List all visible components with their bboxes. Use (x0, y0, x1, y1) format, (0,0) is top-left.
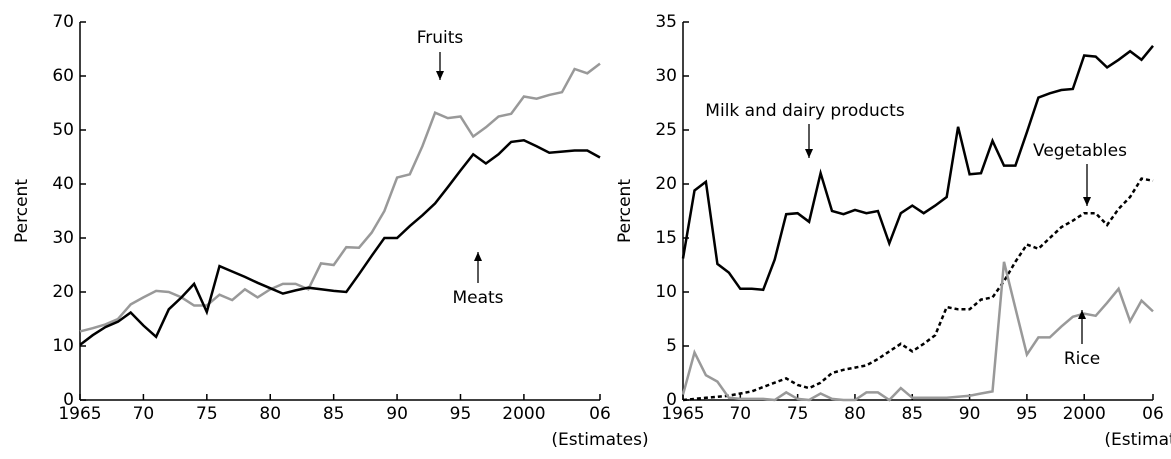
y-tick-label: 5 (666, 336, 677, 356)
y-tick-label: 60 (52, 66, 74, 86)
y-tick-label: 10 (52, 336, 74, 356)
x-tick-label: 2000 (1063, 404, 1106, 424)
x-tick-label: 90 (386, 404, 408, 424)
x-tick-label: 06 (589, 404, 611, 424)
y-tick-label: 50 (52, 120, 74, 140)
y-tick-label: 0 (666, 390, 677, 410)
y-tick-label: 20 (655, 174, 677, 194)
x-tick-label: 95 (450, 404, 472, 424)
x-tick-label: 1965 (58, 404, 101, 424)
arrow-head (474, 252, 482, 261)
x-tick-label: 80 (259, 404, 281, 424)
x-tick-label: 06 (1142, 404, 1164, 424)
y-axis-label: Percent (615, 179, 635, 243)
x-tick-label: 85 (901, 404, 923, 424)
series-line (79, 62, 601, 333)
y-tick-label: 40 (52, 174, 74, 194)
y-tick-label: 15 (655, 228, 677, 248)
arrow-head (1078, 310, 1086, 319)
x-tick-label: 85 (323, 404, 345, 424)
x-tick-label: 1965 (661, 404, 704, 424)
y-tick-label: 10 (655, 282, 677, 302)
arrow-head (1083, 197, 1091, 206)
y-tick-label: 25 (655, 120, 677, 140)
arrow-head (436, 71, 444, 80)
series-label: Rice (1064, 349, 1100, 369)
series-line (682, 177, 1154, 402)
x-tick-label: 95 (1016, 404, 1038, 424)
series-label: Vegetables (1033, 141, 1127, 161)
x-tick-label: 70 (729, 404, 751, 424)
x-tick-label: 75 (196, 404, 218, 424)
x-tick-label: 70 (133, 404, 155, 424)
y-tick-label: 30 (655, 66, 677, 86)
x-tick-label: 80 (844, 404, 866, 424)
x-note: (Estimates) (551, 430, 648, 450)
series-line (79, 139, 601, 346)
x-tick-label: 90 (959, 404, 981, 424)
y-tick-label: 20 (52, 282, 74, 302)
series-line (681, 45, 1154, 292)
y-tick-label: 30 (52, 228, 74, 248)
x-tick-label: 75 (787, 404, 809, 424)
series-label: Fruits (417, 28, 464, 48)
y-tick-label: 0 (63, 390, 74, 410)
x-note: (Estimates) (1104, 430, 1171, 450)
arrow-head (805, 149, 813, 158)
y-tick-label: 35 (655, 12, 677, 32)
series-line (681, 261, 1154, 402)
series-label: Meats (452, 288, 503, 308)
y-axis-label: Percent (12, 179, 32, 243)
y-tick-label: 70 (52, 12, 74, 32)
x-tick-label: 2000 (502, 404, 545, 424)
series-label: Milk and dairy products (705, 101, 905, 121)
